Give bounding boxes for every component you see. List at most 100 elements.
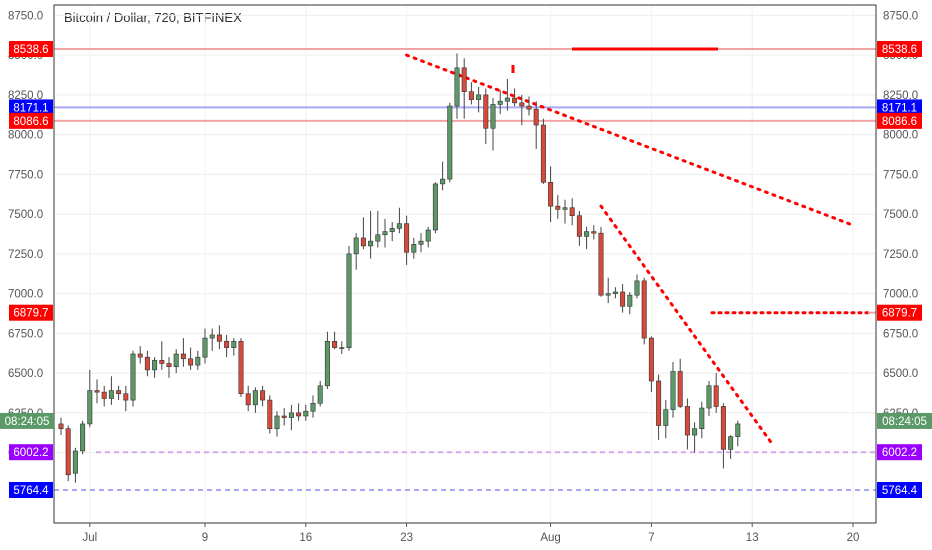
- candle: [540, 118, 546, 184]
- candle-up: [418, 240, 424, 245]
- candle: [720, 403, 726, 469]
- candle: [627, 291, 633, 315]
- candle: [692, 422, 698, 453]
- countdown-tag-left: 08:24:05: [0, 412, 54, 429]
- price-tag-right-6002.2-bg: [877, 444, 922, 461]
- candle: [670, 361, 676, 418]
- candle-up: [375, 234, 381, 242]
- candle-up: [440, 178, 446, 185]
- candle: [296, 403, 302, 421]
- candle-up: [396, 223, 402, 229]
- candle-up: [195, 356, 201, 366]
- candles: [58, 53, 741, 483]
- candle: [382, 218, 388, 248]
- candle: [224, 334, 230, 358]
- candle-up: [432, 183, 438, 231]
- price-tag-left-5764.4-bg: [9, 482, 53, 498]
- candle-down: [166, 363, 172, 368]
- candle-down: [713, 385, 719, 407]
- candle: [555, 195, 561, 219]
- candle-down: [641, 280, 647, 339]
- candle-up: [346, 253, 352, 348]
- candle-up: [209, 334, 215, 339]
- price-tag-right-8171.1-bg: [877, 99, 922, 116]
- candle-up: [72, 450, 78, 474]
- y-tick-label-left: 7000.0: [8, 289, 43, 301]
- candle: [440, 161, 446, 191]
- candle-down: [591, 231, 597, 234]
- candle-up: [231, 340, 237, 348]
- candle: [432, 182, 438, 234]
- price-tag-left-8538.6-bg: [9, 41, 53, 57]
- candle: [648, 336, 654, 393]
- candle-down: [281, 415, 287, 418]
- candle-up: [202, 337, 208, 358]
- candle: [173, 349, 179, 374]
- price-tag-left-6002.2-label: 6002.2: [13, 447, 48, 459]
- candle-down: [101, 391, 107, 399]
- candle: [94, 379, 100, 404]
- y-tick-label-right: 8000.0: [883, 130, 918, 142]
- x-tick-label: 13: [746, 532, 759, 544]
- candle: [735, 420, 741, 447]
- candle-up: [663, 409, 669, 426]
- candle-up: [303, 410, 309, 417]
- price-tag-left-6002.2-bg: [9, 444, 53, 461]
- candle: [159, 341, 165, 370]
- price-tag-right-8538.6-label: 8538.6: [882, 44, 917, 56]
- candle: [216, 325, 222, 350]
- candle-down: [576, 215, 582, 237]
- candle: [497, 90, 503, 114]
- candle: [375, 210, 381, 248]
- y-tick-label-left: 8750.0: [8, 10, 43, 22]
- x-tick-label: 20: [847, 532, 860, 544]
- price-levels[interactable]: [54, 47, 876, 491]
- plot-border: [53, 4, 877, 524]
- candle-down: [159, 360, 165, 364]
- trendline-1[interactable]: [405, 53, 855, 227]
- candle-up: [735, 423, 741, 437]
- trendlines[interactable]: [405, 53, 855, 448]
- candle: [202, 328, 208, 364]
- candle-up: [173, 353, 179, 368]
- price-tag-left-6879.7: 6879.7: [9, 304, 53, 321]
- candle: [605, 277, 611, 304]
- x-tick-label: Aug: [540, 532, 560, 544]
- candle-up: [411, 244, 417, 253]
- candle: [58, 417, 64, 436]
- y-tick-label-right: 7750.0: [883, 169, 918, 181]
- candle-up: [670, 371, 676, 410]
- price-tag-right-8171.1-label: 8171.1: [882, 102, 917, 114]
- candle-up: [627, 294, 633, 307]
- candle-down: [332, 340, 338, 348]
- price-tag-left-8538.6-label: 8538.6: [13, 44, 48, 56]
- trendline-2[interactable]: [599, 204, 776, 448]
- candle: [123, 385, 129, 412]
- candle: [634, 274, 640, 299]
- y-tick-label-right: 8250.0: [883, 90, 918, 102]
- candle-down: [512, 97, 518, 104]
- y-tick-label-left: 7750.0: [8, 169, 43, 181]
- price-tag-right-6879.7-label: 6879.7: [882, 308, 917, 320]
- candle-down: [526, 105, 532, 110]
- price-tag-right-6879.7: 6879.7: [877, 304, 922, 321]
- candle: [339, 341, 345, 354]
- x-tick-label: 23: [400, 532, 413, 544]
- candle: [490, 98, 496, 151]
- price-tag-right-6002.2: 6002.2: [877, 444, 922, 461]
- candle: [396, 207, 402, 234]
- candle: [195, 350, 201, 370]
- candle: [569, 198, 575, 226]
- candle-up: [699, 407, 705, 430]
- candle: [548, 166, 554, 223]
- candle-down: [555, 205, 561, 210]
- price-tag-right-8538.6-bg: [877, 41, 922, 57]
- price-tag-left-8086.6-label: 8086.6: [13, 116, 48, 128]
- candle: [677, 358, 683, 409]
- candle: [360, 217, 366, 250]
- candle: [504, 78, 510, 111]
- candle-up: [454, 67, 460, 107]
- candle-up: [425, 229, 431, 242]
- countdown-tag-right-label: 08:24:05: [882, 416, 927, 428]
